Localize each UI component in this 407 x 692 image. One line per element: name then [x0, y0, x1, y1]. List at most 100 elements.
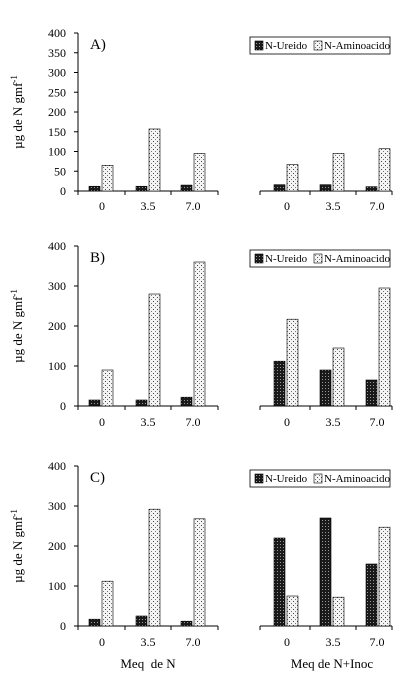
x-tick-label: 3.5 [141, 635, 156, 649]
bar-n-aminoacido-1 [101, 580, 114, 627]
y-axis-label-superscript: -1 [9, 509, 19, 517]
bar-n-ureido-5 [319, 369, 332, 407]
bar-n-ureido-4 [273, 537, 286, 627]
bar-n-ureido-6 [365, 379, 378, 407]
legend-label-n-ureido: N-Ureido [265, 253, 308, 265]
bar-n-ureido-1 [88, 399, 101, 407]
bar-n-aminoacido-4 [286, 318, 299, 407]
x-tick-label: 0 [99, 415, 105, 429]
legend-swatch-n-ureido [254, 253, 264, 264]
legend-label-n-ureido: N-Ureido [265, 473, 308, 485]
y-tick-label: 100 [48, 145, 66, 159]
bar-n-ureido-2 [135, 399, 148, 407]
x-tick-label: 7.0 [370, 635, 385, 649]
bar-n-aminoacido-2 [148, 128, 161, 192]
panel-label: C) [90, 470, 105, 486]
bar-n-ureido-5 [319, 517, 332, 627]
y-tick-label: 350 [48, 46, 66, 60]
x-tick-label: 7.0 [186, 635, 201, 649]
legend-swatch-n-aminoacido [313, 473, 323, 484]
bar-n-aminoacido-6 [378, 148, 391, 192]
bar-n-aminoacido-6 [378, 287, 391, 407]
bar-n-aminoacido-4 [286, 164, 299, 192]
y-axis-label: µg de N gmf-1 [9, 289, 25, 363]
bar-n-ureido-5 [319, 184, 332, 192]
x-tick-label: 0 [284, 199, 290, 213]
chart-panel-1: 0 50 100 150 200 250 300 350 400 µg de N gmf-1 A) 0… [9, 26, 393, 213]
x-tick-label: 7.0 [186, 415, 201, 429]
panel-label: A) [90, 37, 106, 53]
y-tick-label: 0 [60, 619, 66, 633]
legend-swatch-n-aminoacido [313, 253, 323, 264]
y-tick-label: 0 [60, 399, 66, 413]
bar-n-ureido-6 [365, 563, 378, 627]
y-tick-label: 300 [48, 279, 66, 293]
y-tick-label: 300 [48, 499, 66, 513]
bar-n-aminoacido-3 [193, 518, 206, 627]
bar-n-aminoacido-3 [193, 261, 206, 407]
x-tick-label: 0 [99, 635, 105, 649]
bar-n-aminoacido-5 [332, 347, 345, 407]
bar-n-aminoacido-3 [193, 153, 206, 192]
y-tick-label: 300 [48, 66, 66, 80]
y-tick-label: 100 [48, 579, 66, 593]
x-tick-label: 3.5 [326, 635, 341, 649]
y-tick-label: 200 [48, 105, 66, 119]
panel-label: B) [90, 250, 105, 266]
bar-n-ureido-2 [135, 615, 148, 627]
x-tick-label: 0 [99, 199, 105, 213]
bar-n-aminoacido-5 [332, 153, 345, 192]
bar-n-aminoacido-2 [148, 508, 161, 627]
y-axis-label-superscript: -1 [9, 289, 19, 297]
bar-n-ureido-6 [365, 186, 378, 192]
bar-n-ureido-4 [273, 184, 286, 192]
bar-n-ureido-3 [180, 620, 193, 627]
x-tick-label: 3.5 [141, 199, 156, 213]
bar-n-aminoacido-5 [332, 596, 345, 627]
legend-label-n-ureido: N-Ureido [265, 40, 308, 52]
y-tick-label: 400 [48, 26, 66, 40]
bar-n-ureido-4 [273, 360, 286, 407]
y-tick-label: 200 [48, 319, 66, 333]
y-tick-label: 250 [48, 85, 66, 99]
legend-label-n-aminoacido: N-Aminoacido [324, 40, 390, 52]
legend-swatch-n-ureido [254, 40, 264, 51]
bar-n-aminoacido-6 [378, 526, 391, 627]
x-tick-label: 3.5 [326, 199, 341, 213]
y-tick-label: 200 [48, 539, 66, 553]
x-tick-label: 7.0 [370, 199, 385, 213]
y-tick-label: 0 [60, 184, 66, 198]
x-tick-label: 0 [284, 415, 290, 429]
y-axis-label-superscript: -1 [9, 75, 19, 83]
y-tick-label: 100 [48, 359, 66, 373]
x-group-label-2: Meq de N+Inoc [291, 656, 374, 671]
y-axis-label: µg de N gmf-1 [9, 509, 25, 583]
x-tick-label: 7.0 [370, 415, 385, 429]
bar-n-ureido-3 [180, 396, 193, 407]
legend-swatch-n-aminoacido [313, 40, 323, 51]
x-group-label-1: Meq de N [120, 656, 176, 671]
bar-n-ureido-3 [180, 184, 193, 192]
chart-panel-2: 0 100 200 300 400 µg de N gmf-1 B) 0 3.5 7.0 0 3.5 7… [9, 239, 393, 429]
x-tick-label: 0 [284, 635, 290, 649]
bar-n-aminoacido-1 [101, 369, 114, 407]
chart-panel-3: 0 100 200 300 400 µg de N gmf-1 C) 0 3.5 7.0 0 3.5 7… [9, 459, 393, 671]
y-tick-label: 400 [48, 239, 66, 253]
y-axis-label: µg de N gmf-1 [9, 75, 25, 149]
y-tick-label: 50 [54, 164, 66, 178]
bar-n-ureido-1 [88, 185, 101, 192]
bar-n-aminoacido-1 [101, 165, 114, 192]
y-tick-label: 400 [48, 459, 66, 473]
legend-label-n-aminoacido: N-Aminoacido [324, 473, 390, 485]
x-tick-label: 3.5 [326, 415, 341, 429]
bar-n-ureido-2 [135, 185, 148, 192]
bar-n-aminoacido-2 [148, 293, 161, 407]
x-tick-label: 3.5 [141, 415, 156, 429]
legend-label-n-aminoacido: N-Aminoacido [324, 253, 390, 265]
legend-swatch-n-ureido [254, 473, 264, 484]
y-tick-label: 150 [48, 125, 66, 139]
bar-n-aminoacido-4 [286, 595, 299, 627]
bar-n-ureido-1 [88, 618, 101, 627]
x-tick-label: 7.0 [186, 199, 201, 213]
